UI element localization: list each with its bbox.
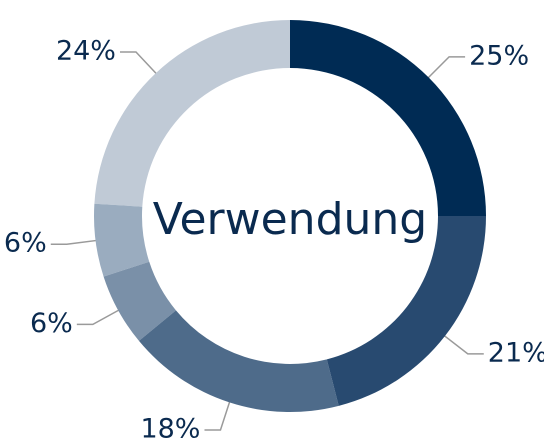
donut-segment <box>94 20 290 207</box>
data-label: 18% <box>140 413 200 444</box>
donut-segment <box>290 20 486 216</box>
data-label: 6% <box>4 228 47 259</box>
data-label: 24% <box>56 35 116 66</box>
donut-segment <box>94 203 150 277</box>
donut-segment <box>103 261 176 341</box>
chart-title: Verwendung <box>153 194 427 245</box>
data-label: 6% <box>30 308 73 339</box>
donut-segment <box>326 216 486 406</box>
data-label: 21% <box>488 337 544 368</box>
donut-segment <box>138 310 339 412</box>
data-label: 25% <box>469 40 529 71</box>
